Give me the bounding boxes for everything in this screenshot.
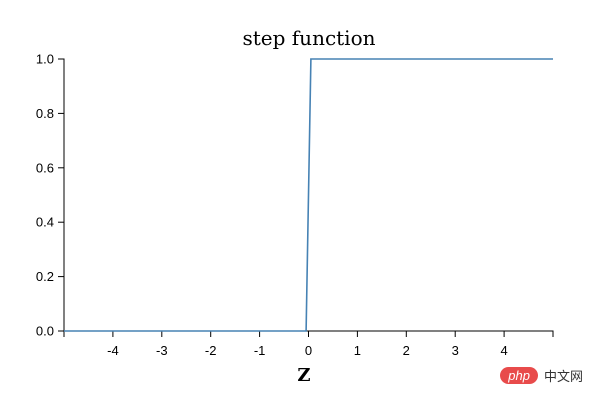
watermark: php 中文网 — [500, 366, 583, 385]
x-tick-label: 4 — [500, 343, 507, 358]
x-tick-label: 1 — [354, 343, 361, 358]
watermark-text: 中文网 — [543, 370, 583, 385]
y-tick-label: 0.0 — [36, 324, 54, 339]
y-tick-label: 1.0 — [36, 52, 54, 67]
x-tick-label: 0 — [305, 343, 312, 358]
y-axis-line — [58, 58, 65, 332]
chart-title: step function — [242, 26, 375, 50]
x-tick-label: -2 — [205, 343, 217, 358]
x-tick-label: 2 — [403, 343, 410, 358]
x-tick-label: -1 — [254, 343, 266, 358]
x-axis-label: Z — [297, 365, 310, 386]
y-tick-label: 0.2 — [36, 269, 54, 284]
y-tick-label: 0.8 — [36, 106, 54, 121]
y-axis: 0.0 0.2 0.4 0.6 0.8 1.0 — [36, 52, 65, 339]
x-tick-label: 3 — [452, 343, 459, 358]
y-tick-label: 0.6 — [36, 160, 54, 175]
x-tick-label: -4 — [107, 343, 119, 358]
watermark-badge: php — [500, 367, 538, 384]
x-axis: -4 -3 -2 -1 0 1 2 3 4 — [63, 330, 554, 358]
y-tick-label: 0.4 — [36, 215, 54, 230]
step-series-line — [64, 58, 553, 332]
plot-area — [64, 58, 553, 332]
x-tick-label: -3 — [156, 343, 168, 358]
